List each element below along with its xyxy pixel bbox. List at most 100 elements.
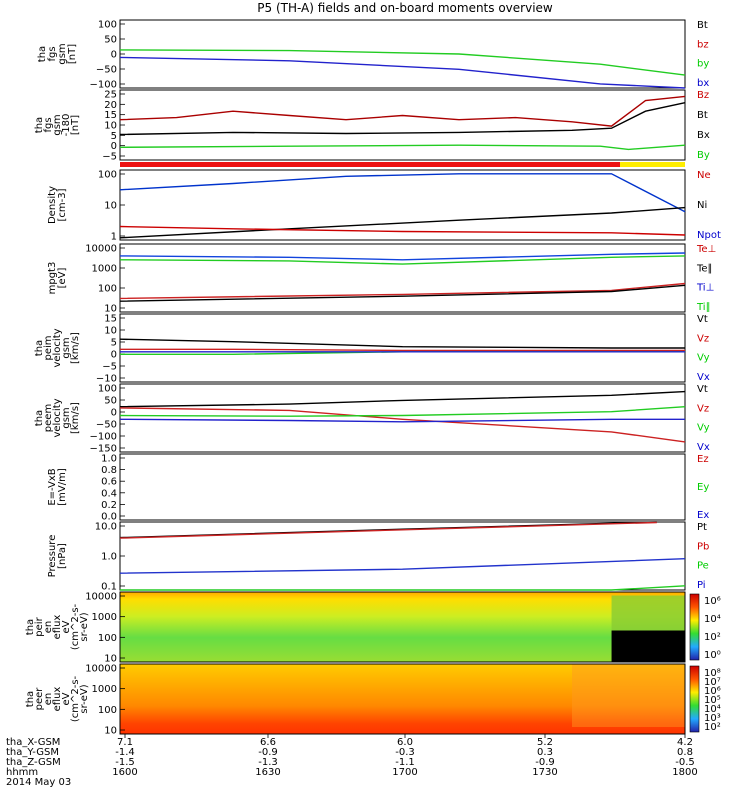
- pressure-series-Pb: [119, 521, 657, 539]
- fgs-series-bx: [119, 56, 686, 89]
- footer-value: 0.8: [677, 747, 693, 758]
- vpeem-y-tick-label: −50: [96, 420, 117, 431]
- pressure-frame: [119, 521, 686, 591]
- efield-y-tick-label: 0.8: [101, 465, 117, 476]
- density-y-tick-label: 100: [98, 170, 117, 181]
- panel-fgs: 100 50 0 −50 −100 tha fgs gsm [nT] Bt bz by bx: [37, 19, 709, 91]
- peer-y-tick-label: 10: [104, 726, 117, 737]
- fgs-y-label: [nT]: [67, 44, 78, 64]
- footer-value: 5.2: [537, 737, 553, 748]
- pressure-legend-item: Pt: [697, 522, 707, 533]
- peir-y-tick-label: 10: [104, 654, 117, 665]
- fgs2-legend-item: Bz: [697, 90, 709, 101]
- efield-y-tick-label: 0.6: [101, 477, 117, 488]
- pressure-y-tick-label: 0.1: [101, 582, 117, 593]
- peir-frame: [119, 591, 686, 663]
- fgs-y-label: gsm: [57, 43, 68, 64]
- temp-series-Ti⊥: [119, 252, 686, 261]
- efield-y-tick-label: 0.2: [101, 500, 117, 511]
- footer-value: 1730: [532, 767, 557, 778]
- fgs2-y-tick-label: 5: [111, 131, 117, 142]
- temp-legend-item: Ti⊥: [696, 283, 714, 294]
- fgs2-y-label: gsm: [52, 114, 63, 135]
- density-y-label: Density: [47, 186, 58, 224]
- mode-status-bar: [120, 162, 685, 167]
- peer-colorbar-tick: 10⁵: [704, 695, 721, 706]
- footer-value: 7.1: [117, 737, 133, 748]
- peir-colorbar-tick: 10⁶: [704, 596, 721, 607]
- peer-colorbar-tick: 10²: [704, 722, 721, 733]
- density-legend-item: Npot: [697, 230, 721, 241]
- efield-frame: [119, 453, 686, 521]
- density-y-label: [cm-3]: [57, 188, 68, 221]
- peer-y-tick-label: 100: [98, 705, 117, 716]
- vpeim-y-label: gsm: [61, 337, 72, 358]
- fgs-legend-item: bz: [697, 39, 709, 50]
- peir-y-label: tha: [25, 619, 36, 635]
- vpeem-legend-item: Vz: [697, 403, 709, 414]
- footer-value: 1600: [112, 767, 137, 778]
- peir-gap-block: [611, 630, 685, 662]
- fgs2-legend-item: Bt: [697, 110, 708, 121]
- peer-shade-block: [572, 664, 685, 727]
- peer-y-label: tha: [25, 691, 36, 707]
- footer-row-label: tha_Y-GSM: [6, 747, 59, 758]
- efield-y-tick-label: 0.0: [101, 512, 117, 523]
- peer-y-label: en: [43, 693, 54, 706]
- fgs-y-tick-label: 50: [104, 35, 117, 46]
- footer-value: 0.3: [537, 747, 553, 758]
- footer-value: -0.3: [395, 747, 415, 758]
- footer-value: 1700: [392, 767, 417, 778]
- footer-value: 6.0: [397, 737, 413, 748]
- peir-y-label: sr-eV): [79, 612, 90, 641]
- pressure-series-Pe: [120, 585, 686, 591]
- fgs2-y-tick-label: 15: [104, 110, 117, 121]
- panel-density: 100 10 1 Density [cm-3] Ne Ni Npot: [47, 169, 721, 243]
- peer-y-label: sr-eV): [79, 684, 90, 713]
- temp-legend-item: Te∥: [696, 263, 713, 274]
- fgs2-series-By: [119, 144, 686, 151]
- footer-value: 1630: [255, 767, 280, 778]
- density-series-Ni: [119, 173, 686, 213]
- vpeem-legend-item: Vy: [697, 423, 710, 434]
- fgs2-y-label: tha: [34, 117, 45, 133]
- efield-legend-item: Ez: [697, 454, 709, 465]
- footer-row-label: tha_X-GSM: [6, 737, 60, 748]
- fgs2-y-label: -180: [61, 114, 72, 137]
- fgs2-series-Bz: [119, 95, 686, 127]
- peir-y-label: en: [43, 621, 54, 634]
- vpeim-y-tick-label: −5: [102, 362, 117, 373]
- footer-value: -0.9: [535, 757, 555, 768]
- fgs-legend-item: bx: [697, 78, 709, 89]
- peer-colorbar-tick: 10³: [704, 713, 721, 724]
- footer-value: -1.1: [395, 757, 415, 768]
- peir-spectrogram: [120, 592, 685, 662]
- temp-series-Te∥: [119, 284, 686, 302]
- vpeim-y-label: peim: [43, 335, 54, 360]
- temp-y-tick-label: 10: [104, 304, 117, 315]
- peir-y-tick-label: 10000: [85, 592, 117, 603]
- vpeim-y-tick-label: 15: [104, 314, 117, 325]
- fgs-y-label: tha: [37, 46, 48, 62]
- vpeim-series-Vz: [120, 348, 685, 352]
- vpeem-series-Vx: [119, 418, 685, 423]
- temp-series-Te⊥: [119, 282, 686, 300]
- panel-pressure: 10.0 1.0 0.1 Pressure [nPa] Pt Pb Pe Pi: [47, 521, 709, 593]
- temp-legend-item: Te⊥: [696, 244, 716, 255]
- vpeem-y-tick-label: 100: [98, 384, 117, 395]
- density-legend-item: Ni: [697, 200, 707, 211]
- fgs-y-tick-label: 0: [111, 50, 117, 61]
- pressure-y-tick-label: 1.0: [101, 552, 117, 563]
- panel-temp: 10000 1000 100 10 mpgt3 [eV] Te⊥ Te∥ Ti⊥ Ti∥: [47, 243, 716, 315]
- vpeem-y-tick-label: 0: [111, 408, 117, 419]
- footer-value: -0.9: [258, 747, 278, 758]
- panel-efield: 1.00.80.60.40.20.0 E=-VxB [mV/m] Ez Ey Ex: [47, 453, 709, 523]
- fgs2-y-tick-label: 20: [104, 100, 117, 111]
- density-series-Npot: [119, 225, 686, 236]
- status-bar-red: [120, 162, 621, 167]
- peer-spectrogram: [120, 664, 685, 734]
